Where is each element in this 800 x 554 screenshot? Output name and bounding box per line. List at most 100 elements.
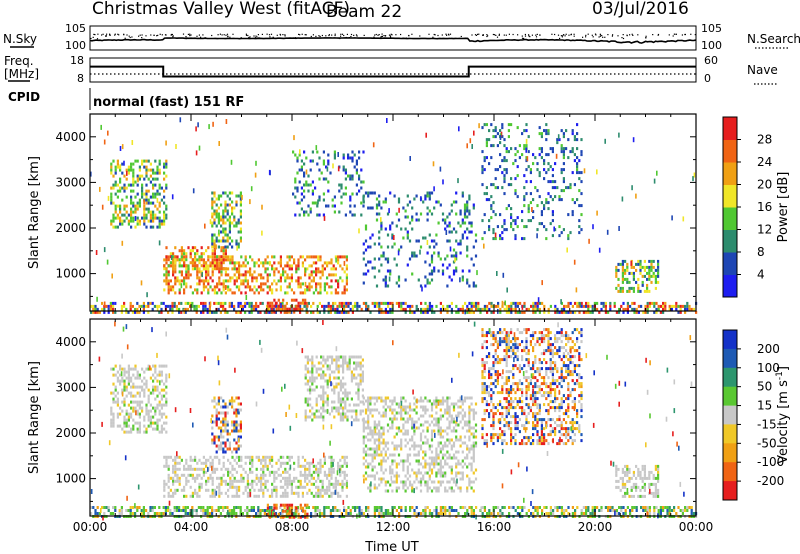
velocity-cell xyxy=(222,435,225,439)
power-cell xyxy=(321,273,324,277)
velocity-cell xyxy=(123,373,126,377)
velocity-cell xyxy=(534,509,537,512)
power-cell xyxy=(290,298,294,302)
power-cell xyxy=(246,282,249,286)
power-cell xyxy=(628,286,631,290)
velocity-cell xyxy=(290,485,293,489)
velocity-cell xyxy=(341,485,344,489)
velocity-cell xyxy=(220,479,223,483)
velocity-cell xyxy=(211,399,214,403)
power-cell xyxy=(648,259,651,263)
velocity-cell xyxy=(262,464,265,468)
power-cell xyxy=(142,310,145,314)
power-cell xyxy=(459,277,461,283)
power-cell xyxy=(521,219,524,223)
power-cell xyxy=(547,153,550,157)
velocity-cell xyxy=(292,512,295,515)
power-cell xyxy=(580,138,583,142)
velocity-cell xyxy=(367,417,370,421)
power-cell xyxy=(235,242,238,246)
nsearch-point xyxy=(328,34,330,36)
velocity-cell xyxy=(163,494,166,498)
power-cell xyxy=(322,177,325,181)
power-cell xyxy=(430,239,434,243)
power-cell xyxy=(202,304,205,308)
velocity-cell xyxy=(158,400,161,404)
velocity-cell xyxy=(666,506,669,509)
power-cell xyxy=(496,132,499,136)
power-cell xyxy=(507,150,510,154)
power-cell xyxy=(362,180,365,184)
power-cell xyxy=(111,273,113,279)
velocity-cell xyxy=(331,355,334,359)
power-cell xyxy=(253,264,256,268)
power-cell xyxy=(306,310,309,314)
power-cell xyxy=(512,219,515,223)
velocity-cell xyxy=(220,447,223,451)
velocity-cell xyxy=(558,506,561,509)
power-cell xyxy=(321,264,324,268)
power-cell xyxy=(626,310,629,314)
velocity-cell xyxy=(112,412,115,416)
power-cell xyxy=(180,310,183,314)
power-cell xyxy=(362,281,365,285)
power-cell xyxy=(488,162,491,166)
velocity-cell xyxy=(329,512,332,515)
nsearch-point xyxy=(434,34,436,36)
velocity-cell xyxy=(138,385,141,389)
velocity-cell xyxy=(229,461,232,465)
power-cell xyxy=(271,264,274,268)
power-cell xyxy=(461,304,464,308)
velocity-cell xyxy=(151,506,154,509)
velocity-cell xyxy=(226,438,229,442)
power-cell xyxy=(220,230,223,234)
velocity-cell xyxy=(313,364,316,368)
power-cell xyxy=(266,304,269,308)
velocity-cell xyxy=(306,473,309,477)
velocity-cell xyxy=(315,491,318,495)
nsearch-point xyxy=(93,33,95,35)
power-cell xyxy=(545,129,548,133)
nsearch-point xyxy=(377,34,379,36)
velocity-cell xyxy=(191,467,194,471)
power-cell xyxy=(224,230,227,234)
power-cell xyxy=(290,276,293,280)
power-cell xyxy=(154,195,157,199)
velocity-cell xyxy=(304,509,307,513)
velocity-cell xyxy=(335,361,338,365)
velocity-cell xyxy=(357,355,360,359)
power-cell xyxy=(358,156,361,160)
power-cell xyxy=(239,221,242,225)
nsearch-point xyxy=(172,36,174,38)
velocity-cell xyxy=(235,447,238,451)
velocity-cell xyxy=(324,379,327,383)
nsearch-point xyxy=(557,34,560,36)
power-cell xyxy=(228,230,231,234)
power-cell xyxy=(194,264,197,268)
velocity-cell xyxy=(361,379,364,383)
velocity-cell xyxy=(211,420,214,424)
power-cell xyxy=(158,210,161,214)
power-cell xyxy=(138,222,141,226)
power-cell xyxy=(130,198,133,202)
velocity-cell xyxy=(483,509,486,512)
nsearch-point xyxy=(200,36,202,38)
velocity-cell xyxy=(132,385,135,389)
power-cell xyxy=(510,183,513,187)
velocity-cell xyxy=(187,473,190,477)
power-cell xyxy=(648,265,651,269)
power-cell xyxy=(653,310,656,314)
power-cell xyxy=(92,310,95,314)
nsearch-point xyxy=(498,34,500,36)
power-cell xyxy=(92,304,95,308)
velocity-cell xyxy=(354,509,357,512)
velocity-cell xyxy=(246,491,249,495)
power-cell xyxy=(639,268,642,272)
power-cell xyxy=(523,304,526,308)
power-cell xyxy=(430,254,434,258)
power-cell xyxy=(536,307,539,311)
power-cell xyxy=(206,310,209,314)
velocity-cell xyxy=(321,494,324,498)
velocity-cell xyxy=(154,409,157,413)
power-cell xyxy=(450,310,453,314)
